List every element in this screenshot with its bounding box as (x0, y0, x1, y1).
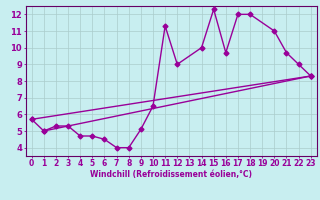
X-axis label: Windchill (Refroidissement éolien,°C): Windchill (Refroidissement éolien,°C) (90, 170, 252, 179)
